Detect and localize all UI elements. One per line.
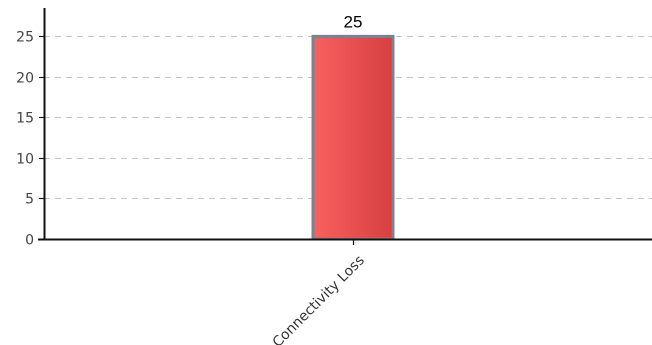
axes bbox=[38, 8, 652, 245]
y-tick-label: 5 bbox=[25, 192, 34, 208]
bar bbox=[311, 34, 395, 241]
grid-lines bbox=[44, 36, 652, 199]
y-tick-label: 25 bbox=[16, 30, 34, 46]
y-tick-label: 15 bbox=[16, 111, 34, 127]
x-category-label: Connectivity Loss bbox=[270, 253, 368, 345]
y-tick-label: 10 bbox=[16, 152, 34, 168]
y-tick-label: 0 bbox=[25, 233, 34, 249]
y-tick-label: 20 bbox=[16, 71, 34, 87]
bars bbox=[311, 34, 395, 241]
bar-value-label: 25 bbox=[344, 12, 363, 31]
